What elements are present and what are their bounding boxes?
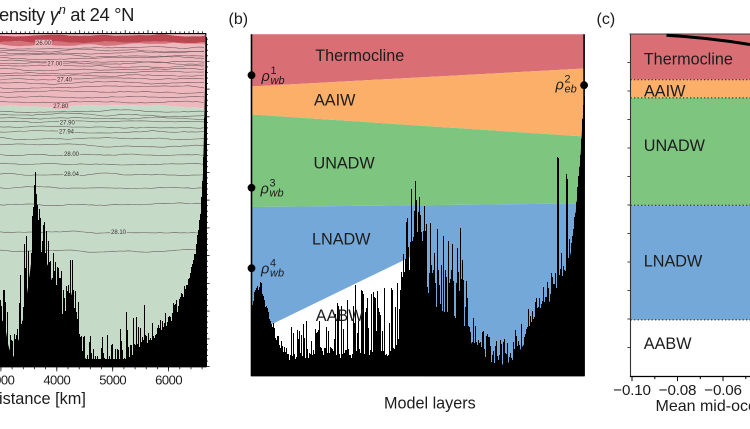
- svg-text:AABW: AABW: [644, 335, 692, 353]
- svg-text:UNADW: UNADW: [644, 137, 706, 155]
- svg-text:1: 1: [271, 65, 277, 77]
- svg-text:26.00: 26.00: [36, 41, 52, 47]
- svg-text:27.94: 27.94: [59, 130, 75, 136]
- svg-text:3000: 3000: [0, 372, 15, 387]
- svg-text:(c): (c): [597, 11, 616, 28]
- svg-text:ensity γn at 24 °N: ensity γn at 24 °N: [0, 2, 134, 25]
- svg-text:ρ: ρ: [260, 181, 269, 197]
- svg-text:AAIW: AAIW: [314, 92, 356, 110]
- svg-text:28.10: 28.10: [111, 230, 127, 236]
- svg-text:ρ: ρ: [260, 262, 269, 278]
- svg-text:2: 2: [565, 74, 571, 86]
- svg-text:wb: wb: [270, 187, 284, 199]
- svg-text:28.04: 28.04: [64, 172, 80, 178]
- svg-text:ρ: ρ: [555, 78, 564, 94]
- svg-text:LNADW: LNADW: [312, 231, 371, 249]
- svg-text:27.00: 27.00: [47, 62, 63, 68]
- svg-text:UNADW: UNADW: [314, 155, 376, 173]
- svg-text:eb: eb: [565, 84, 577, 96]
- svg-text:27.80: 27.80: [53, 104, 69, 110]
- svg-text:27.40: 27.40: [57, 78, 73, 84]
- svg-text:5000: 5000: [99, 372, 126, 387]
- svg-text:28.00: 28.00: [64, 152, 80, 158]
- svg-text:AAIW: AAIW: [644, 82, 686, 100]
- svg-text:wb: wb: [270, 268, 284, 280]
- svg-text:Mean mid-ocean transport [Sv]: Mean mid-ocean transport [Sv]: [656, 398, 750, 415]
- svg-text:istance [km]: istance [km]: [0, 390, 86, 408]
- svg-text:6000: 6000: [155, 372, 182, 387]
- svg-text:Thermocline: Thermocline: [644, 50, 733, 68]
- svg-text:LNADW: LNADW: [644, 252, 703, 270]
- svg-text:4000: 4000: [43, 372, 70, 387]
- svg-text:−0.06: −0.06: [704, 382, 741, 399]
- svg-text:−0.10: −0.10: [613, 382, 650, 399]
- svg-text:−0.08: −0.08: [659, 382, 696, 399]
- svg-text:4: 4: [270, 258, 276, 270]
- svg-text:ρ: ρ: [261, 69, 270, 85]
- svg-text:Model layers: Model layers: [384, 394, 476, 412]
- svg-text:AABW: AABW: [316, 307, 364, 325]
- svg-text:27.90: 27.90: [60, 121, 76, 127]
- svg-text:3: 3: [270, 178, 276, 190]
- svg-text:Thermocline: Thermocline: [315, 47, 404, 65]
- svg-text:(b): (b): [229, 11, 249, 28]
- svg-text:wb: wb: [271, 75, 285, 87]
